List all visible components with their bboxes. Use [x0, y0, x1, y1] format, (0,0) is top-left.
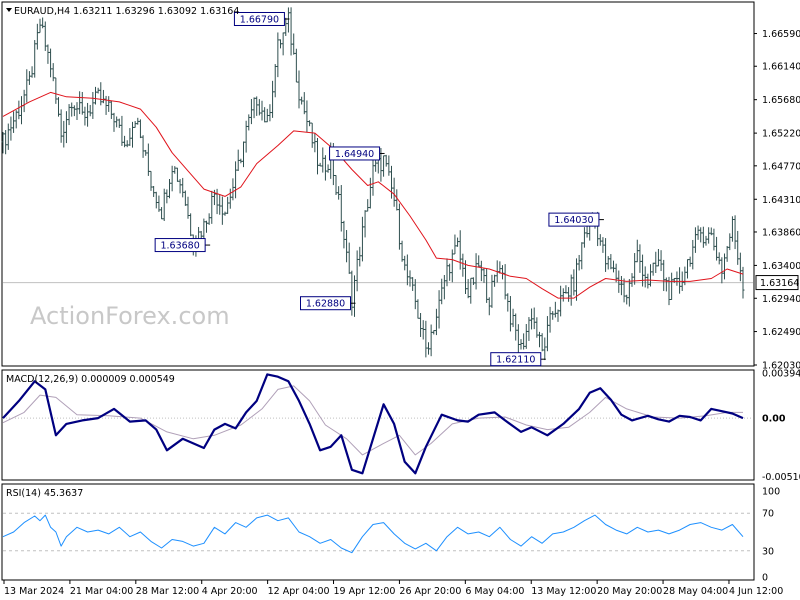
time-axis-label: 28 May 04:00 — [663, 586, 728, 597]
chart-title: EURAUD,H4 1.63211 1.63296 1.63092 1.6316… — [14, 6, 239, 17]
macd-lines — [2, 373, 744, 475]
rsi-levels — [3, 512, 753, 552]
macd-axis-label: -0.005103 — [762, 472, 800, 483]
macd-label: MACD(12,26,9) 0.000009 0.000549 — [6, 374, 175, 385]
annotation-box — [490, 352, 542, 367]
current-price-tag — [755, 275, 799, 291]
time-axis-label: 21 Mar 04:00 — [70, 586, 133, 597]
annotation-box — [548, 212, 600, 227]
rsi-axis-label: 100 — [762, 487, 780, 498]
time-axis-label: 6 May 04:00 — [465, 586, 524, 597]
annotation-box — [329, 146, 381, 161]
annotation-label: 1.66790 — [240, 14, 279, 25]
macd-axis: 0.003941 0.00 -0.005103 — [762, 368, 800, 483]
rsi-panel — [1, 483, 755, 581]
annotation-box — [233, 11, 285, 26]
macd-axis-label: 0.00 — [762, 414, 786, 425]
moving-average-polyline — [2, 91, 744, 299]
price-axis-label: 1.65220 — [762, 129, 800, 140]
annotation-label: 1.62880 — [306, 299, 345, 310]
price-annotations: 1.66790 1.63680 1.64940 1.62880 1.64030 1.621… — [154, 11, 604, 367]
price-panel — [1, 1, 755, 367]
time-axis-label: 4 Jun 12:00 — [729, 586, 783, 597]
time-axis-label: 20 May 20:00 — [597, 586, 662, 597]
time-axis-label: 28 Mar 12:00 — [136, 586, 199, 597]
price-axis-label: 1.62030 — [762, 361, 800, 372]
rsi-polyline — [2, 514, 744, 554]
time-axis-label: 19 Apr 12:00 — [334, 586, 396, 597]
rsi-axis: 100 70 30 0 — [762, 487, 780, 584]
price-axis-label: 1.62490 — [762, 327, 800, 338]
price-axis-label: 1.66590 — [762, 29, 800, 40]
time-axis-label: 13 May 12:00 — [531, 586, 596, 597]
price-axis: 1.62030 1.62490 1.62940 1.63400 1.63860 1.643… — [754, 29, 800, 372]
rsi-line — [2, 514, 744, 554]
price-axis-label: 1.62940 — [762, 294, 800, 305]
time-axis-label: 12 Apr 04:00 — [268, 586, 330, 597]
price-axis-label: 1.64770 — [762, 161, 800, 172]
macd-axis-label: 0.003941 — [762, 368, 800, 379]
time-axis-label: 4 Apr 20:00 — [202, 586, 258, 597]
time-axis: 13 Mar 2024 21 Mar 04:00 28 Mar 12:00 4 Apr… — [3, 580, 783, 597]
annotation-label: 1.64940 — [335, 149, 374, 160]
time-axis-label: 26 Apr 20:00 — [399, 586, 461, 597]
current-price-tag-label: 1.63164 — [760, 278, 799, 289]
chart-menu-triangle-icon[interactable] — [6, 8, 12, 12]
annotation-box — [154, 238, 206, 253]
price-axis-label: 1.63860 — [762, 227, 800, 238]
annotation-label: 1.62110 — [496, 355, 535, 366]
price-axis-label: 1.64310 — [762, 195, 800, 206]
watermark: ActionForex.com — [30, 302, 230, 330]
rsi-axis-label: 70 — [762, 509, 774, 520]
price-axis-label: 1.65680 — [762, 95, 800, 106]
price-axis-label: 1.63400 — [762, 261, 800, 272]
rsi-label: RSI(14) 45.3637 — [6, 488, 83, 499]
annotation-label: 1.63680 — [160, 241, 199, 252]
price-axis-label: 1.66140 — [762, 62, 800, 73]
annotation-label: 1.64030 — [554, 215, 593, 226]
rsi-axis-label: 30 — [762, 546, 774, 557]
annotation-box — [300, 296, 351, 311]
macd-main-line — [2, 373, 744, 475]
rsi-axis-label: 0 — [762, 573, 768, 584]
time-axis-label: 13 Mar 2024 — [4, 586, 64, 597]
moving-average-line — [2, 91, 744, 299]
